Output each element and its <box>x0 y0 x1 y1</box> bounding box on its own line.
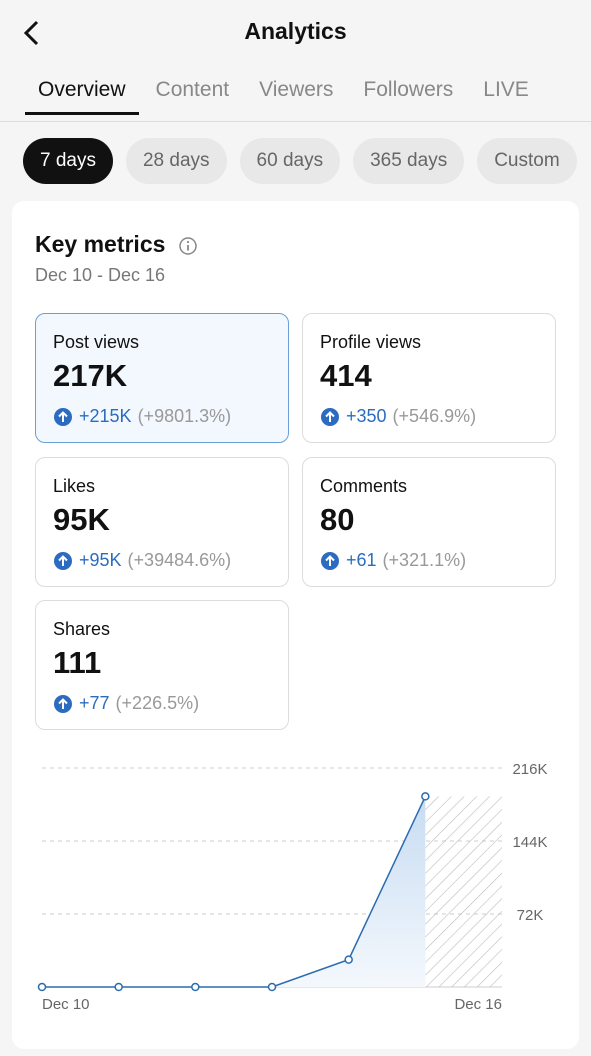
change: +350 <box>346 406 387 426</box>
metric-change: +77 (+226.5%) <box>53 693 199 714</box>
info-icon[interactable] <box>178 236 198 256</box>
metric-change: +95K (+39484.6%) <box>53 550 231 571</box>
metric-change: +350 (+546.9%) <box>320 406 476 427</box>
line <box>42 796 427 988</box>
percent: (+39484.6%) <box>127 550 232 570</box>
metric-change: +61 (+321.1%) <box>320 550 466 571</box>
up-icon <box>54 407 72 426</box>
up-icon <box>54 551 72 570</box>
tab[interactable]: Content <box>155 78 230 101</box>
change: +77 <box>79 693 110 713</box>
metric-card[interactable]: Post views 217K +215K (+9801.3%) <box>35 313 289 443</box>
range-pill[interactable]: 7 days <box>23 138 113 184</box>
change: +61 <box>346 550 377 570</box>
metric-value: 414 <box>320 358 372 393</box>
tab[interactable]: Followers <box>363 78 454 101</box>
metric-card[interactable]: Likes 95K +95K (+39484.6%) <box>35 457 289 587</box>
metric-value: 111 <box>53 645 102 680</box>
title: Analytics <box>244 18 347 44</box>
percent: (+226.5%) <box>115 693 200 713</box>
metric-card[interactable]: Profile views 414 +350 (+546.9%) <box>302 313 556 443</box>
y-tick-label: 216K <box>512 761 547 778</box>
metric-card[interactable]: Comments 80 +61 (+321.1%) <box>302 457 556 587</box>
range-pill[interactable]: Custom <box>477 138 577 184</box>
tab[interactable]: Overview <box>25 78 139 115</box>
x-tick-label: Dec 10 <box>42 996 90 1013</box>
metric-label: Likes <box>53 476 96 496</box>
back-button[interactable] <box>20 18 44 48</box>
range-pill[interactable]: 365 days <box>353 138 465 184</box>
metric-card[interactable]: Shares 111 +77 (+226.5%) <box>35 600 289 730</box>
date-range: Dec 10 - Dec 16 <box>35 265 166 285</box>
tabs: Overview Content Viewers Followers LIVE <box>25 78 529 115</box>
y-tick-label: 144K <box>512 834 547 851</box>
percent: (+546.9%) <box>392 406 477 426</box>
x-tick-label: Dec 16 <box>454 996 502 1013</box>
metric-value: 95K <box>53 502 110 537</box>
metric-label: Post views <box>53 332 140 352</box>
card-title: Key metrics <box>35 231 166 257</box>
range-pill[interactable]: 28 days <box>125 138 227 184</box>
metric-label: Profile views <box>320 332 422 352</box>
no-data-hatch <box>425 796 502 987</box>
point <box>37 982 47 992</box>
metric-label: Comments <box>320 476 408 496</box>
y-tick-label: 72K <box>517 907 544 924</box>
range-pills: 7 days 28 days 60 days 365 days Custom <box>23 138 591 184</box>
percent: (+9801.3%) <box>137 406 232 426</box>
change: +95K <box>79 550 122 570</box>
up-icon <box>321 407 339 426</box>
point <box>267 982 277 992</box>
divider <box>0 121 591 122</box>
metric-value: 80 <box>320 502 355 537</box>
up-icon <box>54 694 72 713</box>
area <box>42 796 426 987</box>
metric-label: Shares <box>53 619 111 639</box>
tab[interactable]: Viewers <box>259 78 334 101</box>
point <box>344 955 353 964</box>
change: +215K <box>79 406 132 426</box>
percent: (+321.1%) <box>382 550 467 570</box>
point <box>114 982 123 992</box>
point <box>421 792 430 801</box>
point <box>191 982 200 992</box>
metric-value: 217K <box>53 358 128 393</box>
tab[interactable]: LIVE <box>483 78 529 101</box>
up-icon <box>321 551 339 570</box>
metric-change: +215K (+9801.3%) <box>53 406 231 427</box>
range-pill[interactable]: 60 days <box>239 138 341 184</box>
